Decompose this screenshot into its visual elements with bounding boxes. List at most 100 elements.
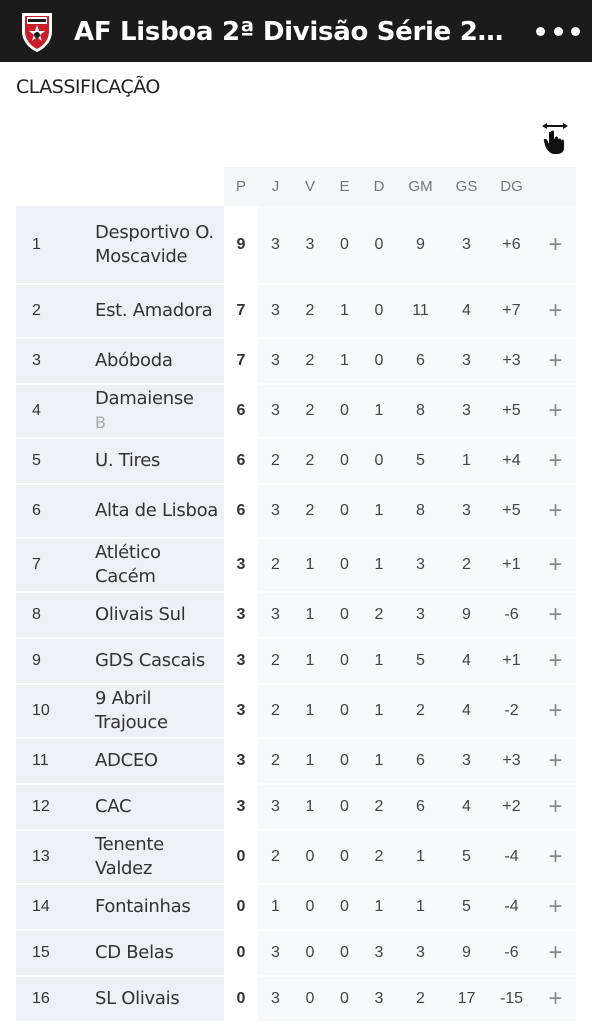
team-name: Olivais Sul — [95, 604, 186, 625]
stat-gm-cell: 3 — [396, 930, 445, 977]
points-cell: 6 — [224, 384, 258, 439]
table-row[interactable]: 7 Atlético Cacém 3 2 1 0 1 3 2 +1 + — [16, 538, 576, 593]
stat-dg-cell: -4 — [488, 830, 535, 885]
team-name-cell[interactable]: 9 Abril Trajouce — [93, 684, 224, 739]
expand-row-button[interactable]: + — [535, 338, 576, 385]
team-name: Abóboda — [95, 350, 173, 371]
table-row[interactable]: 16 SL Olivais 0 3 0 0 3 2 17 -15 + — [16, 976, 576, 1023]
stat-e-cell: 0 — [327, 884, 362, 931]
more-options-button[interactable] — [536, 18, 580, 44]
team-name-cell[interactable]: ADCEO — [93, 738, 224, 785]
stat-gs-cell: 4 — [445, 638, 488, 685]
af-lisboa-crest-icon[interactable] — [18, 9, 56, 53]
position-cell: 5 — [16, 438, 93, 485]
expand-row-button[interactable]: + — [535, 592, 576, 639]
expand-row-button[interactable]: + — [535, 884, 576, 931]
header-e: E — [327, 167, 362, 206]
points-cell: 3 — [224, 738, 258, 785]
table-row[interactable]: 13 Tenente Valdez 0 2 0 0 2 1 5 -4 + — [16, 830, 576, 885]
stat-v-cell: 2 — [293, 438, 327, 485]
expand-row-button[interactable]: + — [535, 538, 576, 593]
stat-v-cell: 0 — [293, 930, 327, 977]
stat-e-cell: 0 — [327, 784, 362, 831]
team-name-cell[interactable]: U. Tires — [93, 438, 224, 485]
expand-row-button[interactable]: + — [535, 976, 576, 1023]
table-row[interactable]: 3 Abóboda 7 3 2 1 0 6 3 +3 + — [16, 338, 576, 385]
table-row[interactable]: 15 CD Belas 0 3 0 0 3 3 9 -6 + — [16, 930, 576, 977]
team-name: Fontainhas — [95, 896, 191, 917]
table-row[interactable]: 8 Olivais Sul 3 3 1 0 2 3 9 -6 + — [16, 592, 576, 639]
expand-row-button[interactable]: + — [535, 684, 576, 739]
team-name-cell[interactable]: Atlético Cacém — [93, 538, 224, 593]
stat-v-cell: 0 — [293, 976, 327, 1023]
stat-v-cell: 3 — [293, 206, 327, 285]
expand-row-button[interactable]: + — [535, 484, 576, 539]
stat-dg-cell: +5 — [488, 384, 535, 439]
header-dg: DG — [488, 167, 535, 206]
table-row[interactable]: 9 GDS Cascais 3 2 1 0 1 5 4 +1 + — [16, 638, 576, 685]
team-name-cell[interactable]: Olivais Sul — [93, 592, 224, 639]
team-name-cell[interactable]: Desportivo O. Moscavide — [93, 206, 224, 285]
stat-d-cell: 2 — [362, 830, 396, 885]
team-name-cell[interactable]: Tenente Valdez — [93, 830, 224, 885]
team-name: ADCEO — [95, 750, 158, 771]
team-name-cell[interactable]: Damaiense B — [93, 384, 224, 439]
stat-e-cell: 0 — [327, 206, 362, 285]
team-name: CAC — [95, 796, 132, 817]
team-name-cell[interactable]: GDS Cascais — [93, 638, 224, 685]
table-row[interactable]: 4 Damaiense B 6 3 2 0 1 8 3 +5 + — [16, 384, 576, 439]
expand-row-button[interactable]: + — [535, 738, 576, 785]
table-row[interactable]: 2 Est. Amadora 7 3 2 1 0 11 4 +7 + — [16, 284, 576, 339]
expand-row-button[interactable]: + — [535, 438, 576, 485]
stat-v-cell: 1 — [293, 592, 327, 639]
table-row[interactable]: 5 U. Tires 6 2 2 0 0 5 1 +4 + — [16, 438, 576, 485]
table-row[interactable]: 12 CAC 3 3 1 0 2 6 4 +2 + — [16, 784, 576, 831]
stat-v-cell: 2 — [293, 338, 327, 385]
stat-v-cell: 0 — [293, 830, 327, 885]
team-name-cell[interactable]: Abóboda — [93, 338, 224, 385]
team-name-cell[interactable]: SL Olivais — [93, 976, 224, 1023]
table-row[interactable]: 6 Alta de Lisboa 6 3 2 0 1 8 3 +5 + — [16, 484, 576, 539]
header-gm: GM — [396, 167, 445, 206]
stat-d-cell: 3 — [362, 976, 396, 1023]
team-name: Alta de Lisboa — [95, 500, 219, 521]
expand-row-button[interactable]: + — [535, 784, 576, 831]
stat-dg-cell: +4 — [488, 438, 535, 485]
position-cell: 4 — [16, 384, 93, 439]
table-row[interactable]: 11 ADCEO 3 2 1 0 1 6 3 +3 + — [16, 738, 576, 785]
team-name-cell[interactable]: Est. Amadora — [93, 284, 224, 339]
team-name-cell[interactable]: Fontainhas — [93, 884, 224, 931]
stat-j-cell: 3 — [258, 592, 293, 639]
stat-d-cell: 1 — [362, 684, 396, 739]
stat-e-cell: 0 — [327, 930, 362, 977]
expand-row-button[interactable]: + — [535, 830, 576, 885]
table-row[interactable]: 1 Desportivo O. Moscavide 9 3 3 0 0 9 3 +6 + — [16, 206, 576, 285]
header-d: D — [362, 167, 396, 206]
points-cell: 9 — [224, 206, 258, 285]
stat-d-cell: 1 — [362, 738, 396, 785]
expand-row-button[interactable]: + — [535, 284, 576, 339]
team-name-cell[interactable]: Alta de Lisboa — [93, 484, 224, 539]
expand-row-button[interactable]: + — [535, 930, 576, 977]
team-name-cell[interactable]: CAC — [93, 784, 224, 831]
stat-j-cell: 3 — [258, 284, 293, 339]
position-cell: 7 — [16, 538, 93, 593]
stat-dg-cell: -2 — [488, 684, 535, 739]
swipe-hand-icon[interactable] — [540, 120, 570, 154]
expand-row-button[interactable]: + — [535, 206, 576, 285]
expand-row-button[interactable]: + — [535, 638, 576, 685]
stat-gs-cell: 9 — [445, 930, 488, 977]
team-name: Desportivo O. Moscavide — [95, 221, 214, 267]
stat-gm-cell: 8 — [396, 484, 445, 539]
stat-gm-cell: 1 — [396, 884, 445, 931]
table-row[interactable]: 10 9 Abril Trajouce 3 2 1 0 1 2 4 -2 + — [16, 684, 576, 739]
expand-row-button[interactable]: + — [535, 384, 576, 439]
stat-gm-cell: 5 — [396, 638, 445, 685]
team-name-cell[interactable]: CD Belas — [93, 930, 224, 977]
team-suffix: B — [95, 413, 106, 432]
stat-e-cell: 0 — [327, 484, 362, 539]
table-row[interactable]: 14 Fontainhas 0 1 0 0 1 1 5 -4 + — [16, 884, 576, 931]
stat-j-cell: 3 — [258, 338, 293, 385]
stat-dg-cell: +1 — [488, 538, 535, 593]
stat-e-cell: 0 — [327, 384, 362, 439]
